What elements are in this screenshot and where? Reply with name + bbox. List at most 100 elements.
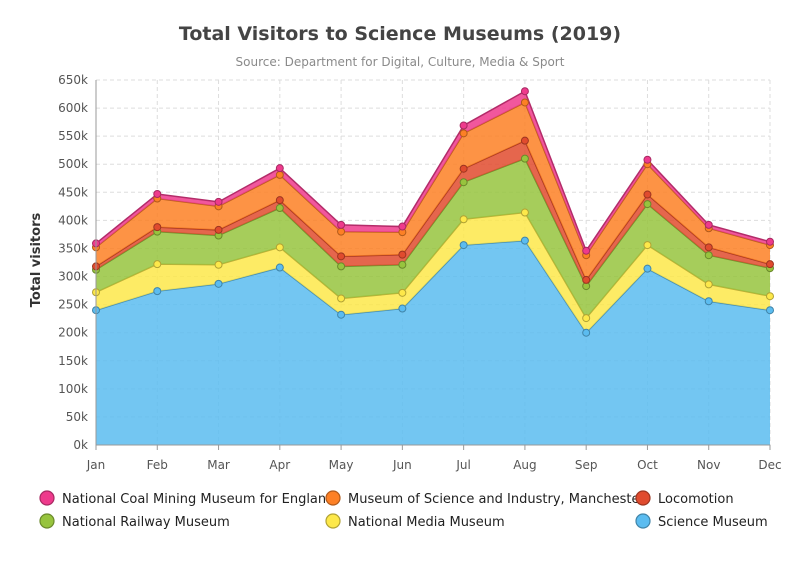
y-axis-label: Total visitors — [29, 213, 44, 308]
axes: 0k 50k 100k 150k 200k 250k 300k 350k 400k 450k 500… — [58, 73, 781, 472]
data-point — [520, 136, 529, 145]
y-tick-label: 650k — [58, 73, 88, 87]
x-tick-label: Aug — [513, 458, 536, 472]
data-point — [398, 260, 407, 269]
y-tick-label: 100k — [58, 382, 88, 396]
x-tick-label: Mar — [207, 458, 230, 472]
area-national-media-museum — [96, 212, 770, 333]
data-point — [704, 251, 713, 260]
data-point — [766, 237, 774, 246]
data-point — [153, 189, 162, 198]
x-tick-label: Nov — [697, 458, 720, 472]
areas — [92, 87, 774, 445]
chart-subtitle: Source: Department for Digital, Culture,… — [236, 55, 565, 69]
data-point — [275, 170, 284, 179]
legend-marker — [635, 490, 651, 506]
data-point — [459, 121, 468, 130]
data-point — [459, 129, 468, 138]
data-point — [214, 225, 223, 234]
data-point — [643, 155, 652, 164]
data-point — [766, 260, 774, 269]
x-tick-label: May — [329, 458, 354, 472]
data-point — [582, 328, 591, 337]
y-tick-label: 550k — [58, 129, 88, 143]
data-point — [459, 164, 468, 173]
x-tick-label: Jan — [86, 458, 106, 472]
data-point — [275, 243, 284, 252]
legend-marker — [325, 513, 341, 529]
data-point — [643, 241, 652, 250]
data-point — [337, 227, 346, 236]
area-national-railway-museum — [96, 158, 770, 319]
data-point — [704, 280, 713, 289]
area-science-museum — [96, 240, 770, 445]
data-point — [398, 250, 407, 259]
data-point — [275, 263, 284, 272]
data-point — [582, 246, 591, 255]
y-tick-label: 200k — [58, 326, 88, 340]
data-point — [214, 279, 223, 288]
y-tick-label: 500k — [58, 157, 88, 171]
data-point — [643, 200, 652, 209]
data-point — [704, 243, 713, 252]
data-point — [398, 288, 407, 297]
y-tick-label: 400k — [58, 213, 88, 227]
area-locomotion — [96, 140, 770, 287]
data-point — [520, 98, 529, 107]
data-point — [520, 236, 529, 245]
data-point — [275, 196, 284, 205]
data-point — [704, 220, 713, 229]
data-point — [337, 294, 346, 303]
x-tick-label: Feb — [147, 458, 168, 472]
chart-title: Total Visitors to Science Museums (2019) — [179, 23, 621, 45]
legend: National Coal Mining Museum for England M… — [39, 490, 768, 530]
y-tick-label: 50k — [66, 410, 88, 424]
data-point — [275, 204, 284, 213]
legend-marker — [325, 490, 341, 506]
x-tick-label: Dec — [758, 458, 781, 472]
data-point — [214, 197, 223, 206]
legend-item: National Railway Museum — [39, 513, 230, 530]
data-point — [214, 260, 223, 269]
data-point — [459, 241, 468, 250]
data-point — [153, 287, 162, 296]
y-tick-label: 300k — [58, 270, 88, 284]
data-point — [398, 304, 407, 313]
legend-marker — [39, 513, 55, 529]
data-point — [704, 297, 713, 306]
legend-item: Science Museum — [635, 513, 768, 530]
data-point — [520, 208, 529, 217]
data-point — [520, 154, 529, 163]
data-point — [337, 220, 346, 229]
data-point — [643, 264, 652, 273]
y-tick-label: 150k — [58, 354, 88, 368]
data-point — [398, 222, 407, 231]
data-point — [459, 215, 468, 224]
data-point — [337, 310, 346, 319]
legend-item: National Coal Mining Museum for England — [39, 490, 334, 507]
data-point — [337, 252, 346, 261]
x-tick-label: Apr — [269, 458, 290, 472]
legend-label: National Coal Mining Museum for England — [62, 492, 334, 507]
y-tick-label: 450k — [58, 185, 88, 199]
legend-label: Science Museum — [658, 515, 768, 530]
data-point — [153, 260, 162, 269]
legend-label: National Railway Museum — [62, 515, 230, 530]
data-point — [582, 275, 591, 284]
x-tick-label: Jun — [392, 458, 412, 472]
x-tick-label: Jul — [455, 458, 470, 472]
line-national-coal-mining-museum-for-england — [95, 90, 771, 253]
data-point — [643, 190, 652, 199]
data-point — [582, 314, 591, 323]
data-point — [766, 306, 774, 315]
legend-item: Museum of Science and Industry, Manchest… — [325, 490, 645, 507]
legend-label: Museum of Science and Industry, Manchest… — [348, 492, 645, 507]
x-tick-label: Oct — [637, 458, 658, 472]
data-point — [337, 262, 346, 271]
legend-label: National Media Museum — [348, 515, 505, 530]
legend-marker — [39, 490, 55, 506]
legend-marker — [635, 513, 651, 529]
data-point — [153, 223, 162, 232]
legend-item: Locomotion — [635, 490, 734, 507]
